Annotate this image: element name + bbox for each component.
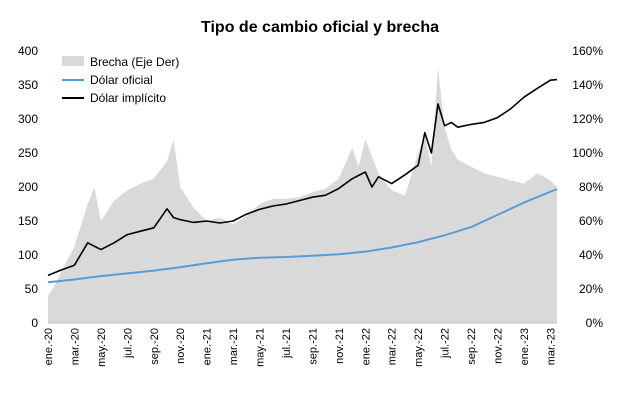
left-tick-label: 250 [18,146,38,160]
left-tick-label: 200 [18,180,38,194]
x-tick-label: nov.-22 [493,328,505,364]
left-tick-label: 0 [31,316,38,330]
brecha-area-layer [48,68,557,323]
x-tick-label: jul.-22 [440,328,452,359]
x-tick-label: mar.-23 [545,328,557,365]
x-tick-label: sep.-22 [466,328,478,365]
dolar-oficial-line [47,188,558,284]
right-tick-label: 0% [586,316,604,330]
left-tick-label: 350 [18,78,38,92]
x-tick-label: ene.-21 [202,328,214,365]
x-tick-label: ene.-23 [519,328,531,365]
right-tick-label: 160% [572,44,603,58]
lines-layer [47,78,558,284]
right-tick-label: 40% [579,248,603,262]
brecha-area [48,68,557,323]
x-tick-label: sep.-20 [149,328,161,365]
legend-brecha-swatch [62,56,84,66]
left-tick-label: 150 [18,214,38,228]
right-axis: 0% 20% 40% 60% 80% 100% 120% 140% 160% [572,44,603,330]
left-tick-label: 400 [18,44,38,58]
x-tick-label: nov.-21 [334,328,346,364]
x-tick-label: ene.-20 [43,328,55,365]
left-tick-label: 100 [18,248,38,262]
legend-oficial-label: Dólar oficial [90,73,153,87]
chart-title: Tipo de cambio oficial y brecha [201,19,439,36]
legend: Brecha (Eje Der) Dólar oficial Dólar imp… [62,55,179,105]
right-tick-label: 100% [572,146,603,160]
dolar-implicito-line [47,78,558,277]
x-tick-label: sep.-21 [307,328,319,365]
x-tick-label: may.-22 [413,328,425,367]
x-tick-label: mar.-22 [387,328,399,365]
x-tick-label: ene.-22 [360,328,372,365]
left-tick-label: 50 [25,282,39,296]
right-tick-label: 20% [579,282,603,296]
x-tick-label: mar.-20 [69,328,81,365]
x-tick-label: may.-20 [96,328,108,367]
legend-implicito-label: Dólar implícito [90,91,166,105]
left-axis: 0 50 100 150 200 250 300 350 400 [18,44,38,330]
right-tick-label: 120% [572,112,603,126]
x-tick-label: jul.-21 [281,328,293,359]
x-tick-label: mar.-21 [228,328,240,365]
right-tick-label: 60% [579,214,603,228]
x-tick-label: nov.-20 [175,328,187,364]
x-tick-label: jul.-20 [122,328,134,359]
x-tick-label: may.-21 [255,328,267,367]
right-tick-label: 80% [579,180,603,194]
right-tick-label: 140% [572,78,603,92]
legend-brecha-label: Brecha (Eje Der) [90,55,179,69]
left-tick-label: 300 [18,112,38,126]
x-axis: ene.-20 mar.-20 may.-20 jul.-20 sep.-20 nov.-… [43,328,557,367]
